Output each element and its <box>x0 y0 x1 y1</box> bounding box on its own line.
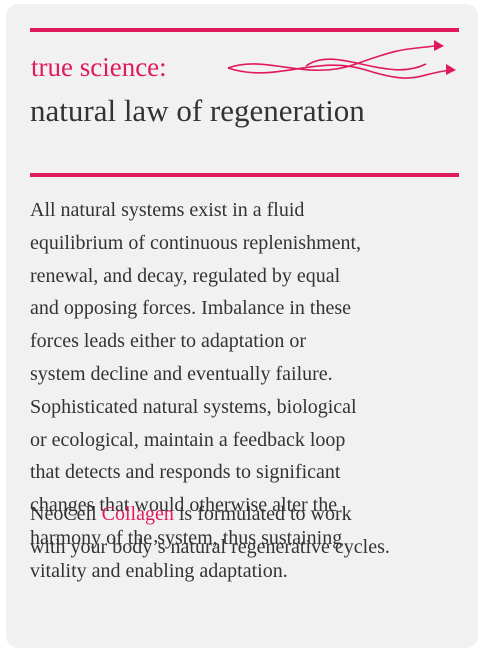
body-line: or ecological, maintain a feedback loop <box>30 424 361 457</box>
body-line: forces leads either to adaptation or <box>30 325 361 358</box>
body-line: renewal, and decay, regulated by equal <box>30 260 361 293</box>
body-line: Sophisticated natural systems, biologica… <box>30 391 361 424</box>
footer-line: with your body’s natural regenerative cy… <box>30 531 390 564</box>
body-line: that detects and responds to significant <box>30 456 361 489</box>
card: true science: natural law of regeneratio… <box>6 4 478 648</box>
body-line: and opposing forces. Imbalance in these <box>30 292 361 325</box>
footer-text: NeoCell Collagen is formulated to work w… <box>30 498 390 564</box>
prefix: NeoCell <box>30 503 97 525</box>
brand: Collagen <box>102 503 174 525</box>
arrow-doodle <box>6 4 478 104</box>
page: true science: natural law of regeneratio… <box>0 0 484 653</box>
footer-line: NeoCell Collagen is formulated to work <box>30 498 390 531</box>
body-line: system decline and eventually failure. <box>30 358 361 391</box>
title: natural law of regeneration <box>30 93 365 129</box>
bottom-rule <box>30 173 459 177</box>
body-line: equilibrium of continuous replenishment, <box>30 227 361 260</box>
body-line: All natural systems exist in a fluid <box>30 194 361 227</box>
rest: is formulated to work <box>179 503 352 525</box>
